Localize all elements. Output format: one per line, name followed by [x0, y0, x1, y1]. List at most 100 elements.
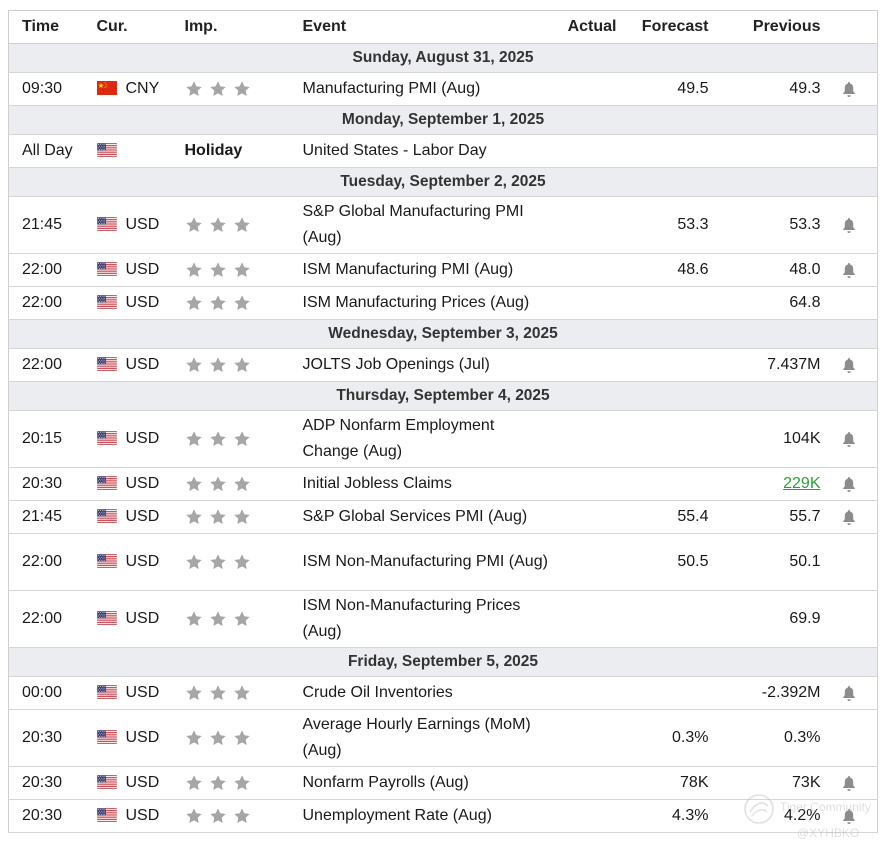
- previous-value: 0.3%: [708, 709, 821, 767]
- event-name[interactable]: ADP Nonfarm Employment Change (Aug): [302, 410, 555, 468]
- event-name[interactable]: Unemployment Rate (Aug): [302, 799, 555, 833]
- currency-code: USD: [125, 774, 160, 791]
- actual-value: [554, 467, 617, 501]
- importance-stars: [185, 430, 257, 448]
- us-flag-icon: [96, 430, 117, 445]
- table-row[interactable]: All Day Holiday United States - Labor Day: [8, 134, 878, 168]
- date-label: Sunday, August 31, 2025: [8, 43, 878, 73]
- star-icon: [233, 610, 251, 628]
- table-row[interactable]: 22:00 USD JOLTS Job Openings (Jul) 7.437M: [8, 348, 878, 382]
- star-icon: [233, 684, 251, 702]
- previous-value: 55.7: [708, 500, 821, 534]
- table-row[interactable]: 22:00 USD ISM Manufacturing Prices (Aug) 64…: [8, 286, 878, 320]
- date-row: Monday, September 1, 2025: [8, 105, 878, 135]
- col-header-actual[interactable]: Actual: [554, 10, 617, 44]
- event-name[interactable]: Average Hourly Earnings (MoM) (Aug): [302, 709, 555, 767]
- currency-cell: USD: [96, 500, 185, 534]
- importance-stars: [185, 774, 257, 792]
- star-icon: [185, 807, 203, 825]
- table-row[interactable]: 21:45 USD S&P Global Services PMI (Aug) 55.…: [8, 500, 878, 534]
- col-header-currency[interactable]: Cur.: [96, 10, 185, 44]
- table-row[interactable]: 20:15 USD ADP Nonfarm Employment Change (A…: [8, 410, 878, 468]
- table-row[interactable]: 20:30 USD Nonfarm Payrolls (Aug) 78K 73K: [8, 766, 878, 800]
- date-row: Friday, September 5, 2025: [8, 647, 878, 677]
- table-row[interactable]: 20:30 USD Initial Jobless Claims 229K: [8, 467, 878, 501]
- us-flag-icon: [96, 508, 117, 523]
- bell-icon[interactable]: [842, 262, 856, 278]
- event-name[interactable]: JOLTS Job Openings (Jul): [302, 348, 555, 382]
- bell-icon[interactable]: [842, 357, 856, 373]
- previous-value: 50.1: [708, 533, 821, 591]
- forecast-value: 53.3: [616, 196, 709, 254]
- actual-value: [554, 286, 617, 320]
- alert-cell: [820, 500, 878, 534]
- date-label: Friday, September 5, 2025: [8, 647, 878, 677]
- bell-icon[interactable]: [842, 217, 856, 233]
- col-header-importance[interactable]: Imp.: [184, 10, 303, 44]
- previous-value: 49.3: [708, 72, 821, 106]
- bell-icon[interactable]: [842, 775, 856, 791]
- table-row[interactable]: 22:00 USD ISM Non-Manufacturing PMI (Aug) 5…: [8, 533, 878, 591]
- table-row[interactable]: 22:00 USD ISM Non-Manufacturing Prices (Au…: [8, 590, 878, 648]
- event-time: 20:30: [8, 799, 97, 833]
- bell-icon[interactable]: [842, 431, 856, 447]
- event-name[interactable]: Manufacturing PMI (Aug): [302, 72, 555, 106]
- table-row[interactable]: 09:30 CNY Manufacturing PMI (Aug) 49.5 49.3: [8, 72, 878, 106]
- us-flag-icon: [96, 610, 117, 625]
- table-row[interactable]: 20:30 USD Unemployment Rate (Aug) 4.3% 4.2%: [8, 799, 878, 833]
- event-name[interactable]: Initial Jobless Claims: [302, 467, 555, 501]
- star-icon: [209, 610, 227, 628]
- event-time: 21:45: [8, 500, 97, 534]
- currency-cell: USD: [96, 286, 185, 320]
- actual-value: [554, 533, 617, 591]
- col-header-time[interactable]: Time: [8, 10, 97, 44]
- event-name[interactable]: ISM Manufacturing PMI (Aug): [302, 253, 555, 287]
- date-label: Monday, September 1, 2025: [8, 105, 878, 135]
- us-flag-icon: [96, 261, 117, 276]
- actual-value: [554, 766, 617, 800]
- col-header-event[interactable]: Event: [302, 10, 555, 44]
- currency-code: CNY: [125, 80, 160, 97]
- currency-cell: CNY: [96, 72, 185, 106]
- star-icon: [185, 729, 203, 747]
- table-row[interactable]: 22:00 USD ISM Manufacturing PMI (Aug) 48.6 4…: [8, 253, 878, 287]
- event-name[interactable]: ISM Non-Manufacturing PMI (Aug): [302, 533, 555, 591]
- currency-cell: USD: [96, 766, 185, 800]
- col-header-previous[interactable]: Previous: [708, 10, 821, 44]
- bell-icon[interactable]: [842, 509, 856, 525]
- bell-icon[interactable]: [842, 81, 856, 97]
- star-icon: [185, 475, 203, 493]
- star-icon: [209, 553, 227, 571]
- event-name[interactable]: Crude Oil Inventories: [302, 676, 555, 710]
- event-name[interactable]: S&P Global Manufacturing PMI (Aug): [302, 196, 555, 254]
- importance-cell: [184, 500, 303, 534]
- currency-code: USD: [125, 610, 160, 627]
- importance-stars: [185, 553, 257, 571]
- star-icon: [209, 80, 227, 98]
- event-name[interactable]: ISM Non-Manufacturing Prices (Aug): [302, 590, 555, 648]
- currency-code: USD: [125, 729, 160, 746]
- table-row[interactable]: 21:45 USD S&P Global Manufacturing PMI (Au…: [8, 196, 878, 254]
- table-row[interactable]: 00:00 USD Crude Oil Inventories -2.392M: [8, 676, 878, 710]
- col-header-forecast[interactable]: Forecast: [616, 10, 709, 44]
- event-name[interactable]: Nonfarm Payrolls (Aug): [302, 766, 555, 800]
- date-row: Thursday, September 4, 2025: [8, 381, 878, 411]
- table-row[interactable]: 20:30 USD Average Hourly Earnings (MoM) (A…: [8, 709, 878, 767]
- previous-value: 53.3: [708, 196, 821, 254]
- date-label: Wednesday, September 3, 2025: [8, 319, 878, 349]
- bell-icon[interactable]: [842, 685, 856, 701]
- us-flag-icon: [96, 774, 117, 789]
- importance-stars: [185, 216, 257, 234]
- importance-stars: [185, 475, 257, 493]
- event-name[interactable]: United States - Labor Day: [302, 134, 555, 168]
- star-icon: [185, 684, 203, 702]
- importance-cell: [184, 533, 303, 591]
- alert-cell: [820, 799, 878, 833]
- bell-icon[interactable]: [842, 476, 856, 492]
- event-time: 20:30: [8, 766, 97, 800]
- watermark: Tiger Community @XYHBKO: [742, 792, 882, 842]
- event-name[interactable]: S&P Global Services PMI (Aug): [302, 500, 555, 534]
- event-name[interactable]: ISM Manufacturing Prices (Aug): [302, 286, 555, 320]
- alert-cell: [820, 253, 878, 287]
- bell-icon[interactable]: [842, 808, 856, 824]
